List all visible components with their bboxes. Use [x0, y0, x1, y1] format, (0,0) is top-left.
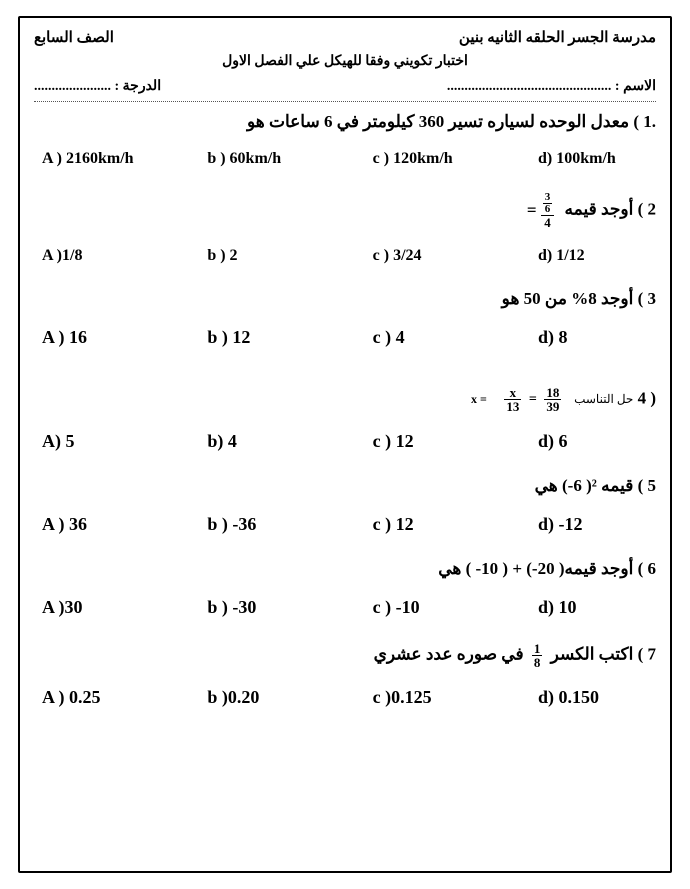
q1-num: 1 ) [633, 112, 651, 131]
q3-num: 3 ) [638, 289, 656, 308]
q4-text: حل التناسب [574, 392, 633, 406]
name-field: الاسم : ................................… [447, 78, 656, 95]
q2-upden: 6 [543, 203, 553, 215]
q7-opt-d: d) 0.150 [538, 687, 648, 708]
q5-opt-d: d) -12 [538, 514, 648, 535]
page: مدرسة الجسر الحلقه الثانيه بنين الصف الس… [0, 0, 690, 889]
page-border: مدرسة الجسر الحلقه الثانيه بنين الصف الس… [18, 16, 672, 873]
q2-upper-frac: 3 6 [541, 192, 555, 215]
q3-opt-b: b ) 12 [207, 327, 317, 348]
q7-text-pre: اكتب الكسر [551, 644, 634, 663]
q5-opt-b: b ) -36 [207, 514, 317, 535]
q1-options: A ) 2160km/h b ) 60km/h c ) 120km/h d) 1… [34, 150, 656, 168]
q4-frac-r: 18 39 [544, 386, 561, 413]
q5-opt-a: A ) 36 [42, 514, 152, 535]
q6-text: أوجد قيمه( 20-) + ( 10- ) هي [438, 559, 633, 578]
q5-num: 5 ) [638, 476, 656, 495]
grade-dots: ...................... [34, 79, 111, 94]
q5-text: قيمه ²( 6-) هي [535, 476, 634, 495]
name-label: الاسم : [615, 79, 656, 94]
grade-field: الدرجة : ...................... [34, 78, 161, 95]
q2-num: 2 ) [638, 199, 656, 218]
q6-opt-c: c ) -10 [373, 597, 483, 618]
name-dots: ........................................… [447, 79, 612, 94]
q4-options: A) 5 b) 4 c ) 12 d) 6 [34, 431, 656, 452]
q2-opt-b: b ) 2 [207, 247, 317, 265]
q2-opt-a: A )1/8 [42, 247, 152, 265]
q6-options: A )30 b ) -30 c ) -10 d) 10 [34, 597, 656, 618]
q2-math: = 3 6 4 [527, 192, 554, 229]
q1-opt-a: A ) 2160km/h [42, 150, 152, 168]
exam-title: اختبار تكويني وفقا للهيكل علي الفصل الاو… [34, 53, 656, 70]
q5-opt-c: c ) 12 [373, 514, 483, 535]
header-row-3: الاسم : ................................… [34, 78, 656, 95]
header-row-1: مدرسة الجسر الحلقه الثانيه بنين الصف الس… [34, 28, 656, 47]
grade-mark-label: الدرجة : [115, 79, 162, 94]
q6-opt-d: d) 10 [538, 597, 648, 618]
q4-rden: 39 [544, 399, 561, 413]
q4-math: x = x 13 = 18 39 [471, 386, 561, 413]
q1-opt-b: b ) 60km/h [207, 150, 317, 168]
divider [34, 101, 656, 102]
q7-frac: 1 8 [532, 642, 543, 669]
q7-num: 7 ) [638, 644, 656, 663]
q3-options: A ) 16 b ) 12 c ) 4 d) 8 [34, 327, 656, 348]
q6-opt-a: A )30 [42, 597, 152, 618]
q7-opt-c: c )0.125 [373, 687, 483, 708]
question-5: 5 ) قيمه ²( 6-) هي [34, 476, 656, 496]
q4-rnum: 18 [544, 386, 561, 399]
q2-complex-frac: 3 6 4 [541, 192, 555, 229]
q7-options: A ) 0.25 b )0.20 c )0.125 d) 0.150 [34, 687, 656, 708]
q2-bottom: 4 [541, 215, 555, 229]
school-name: مدرسة الجسر الحلقه الثانيه بنين [459, 28, 656, 47]
q4-lden: 13 [504, 399, 521, 413]
question-7: 7 ) اكتب الكسر 1 8 في صوره عدد عشري [34, 642, 656, 669]
q4-opt-b: b) 4 [207, 431, 317, 452]
q3-opt-c: c ) 4 [373, 327, 483, 348]
q4-sep: = [525, 392, 541, 407]
question-2: 2 ) أوجد قيمه = 3 6 4 [34, 192, 656, 229]
q5-options: A ) 36 b ) -36 c ) 12 d) -12 [34, 514, 656, 535]
q7-opt-a: A ) 0.25 [42, 687, 152, 708]
q6-num: 6 ) [638, 559, 656, 578]
q4-lnum: x [504, 386, 521, 399]
q2-options: A )1/8 b ) 2 c ) 3/24 d) 1/12 [34, 247, 656, 265]
q1-text: معدل الوحده لسياره تسير 360 كيلومتر في 6… [247, 112, 629, 131]
q2-opt-c: c ) 3/24 [373, 247, 483, 265]
q1-number: . [652, 112, 656, 131]
question-1: .1 ) معدل الوحده لسياره تسير 360 كيلومتر… [34, 112, 656, 132]
grade-label: الصف السابع [34, 28, 114, 47]
q4-opt-c: c ) 12 [373, 431, 483, 452]
q2-text: أوجد قيمه [565, 199, 634, 218]
question-3: 3 ) أوجد 8% من 50 هو [34, 289, 656, 309]
q7-text-post: في صوره عدد عشري [374, 644, 524, 663]
q4-opt-a: A) 5 [42, 431, 152, 452]
q4-num: ( 4 [638, 388, 656, 407]
q1-opt-c: c ) 120km/h [373, 150, 483, 168]
q7-opt-b: b )0.20 [207, 687, 317, 708]
q7-fden: 8 [532, 655, 543, 669]
q4-frac-l: x 13 [504, 386, 521, 413]
q3-opt-a: A ) 16 [42, 327, 152, 348]
q3-text: أوجد 8% من 50 هو [502, 289, 634, 308]
question-6: 6 ) أوجد قيمه( 20-) + ( 10- ) هي [34, 559, 656, 579]
q6-opt-b: b ) -30 [207, 597, 317, 618]
q4-prefix: x = [471, 392, 487, 406]
q4-opt-d: d) 6 [538, 431, 648, 452]
q1-opt-d: d) 100km/h [538, 150, 648, 168]
q2-eq: = [527, 201, 537, 220]
question-4: ( 4 حل التناسب x = x 13 = 18 39 [34, 386, 656, 413]
q3-opt-d: d) 8 [538, 327, 648, 348]
q2-opt-d: d) 1/12 [538, 247, 648, 265]
q2-upnum: 3 [543, 192, 553, 203]
q7-fnum: 1 [532, 642, 543, 655]
